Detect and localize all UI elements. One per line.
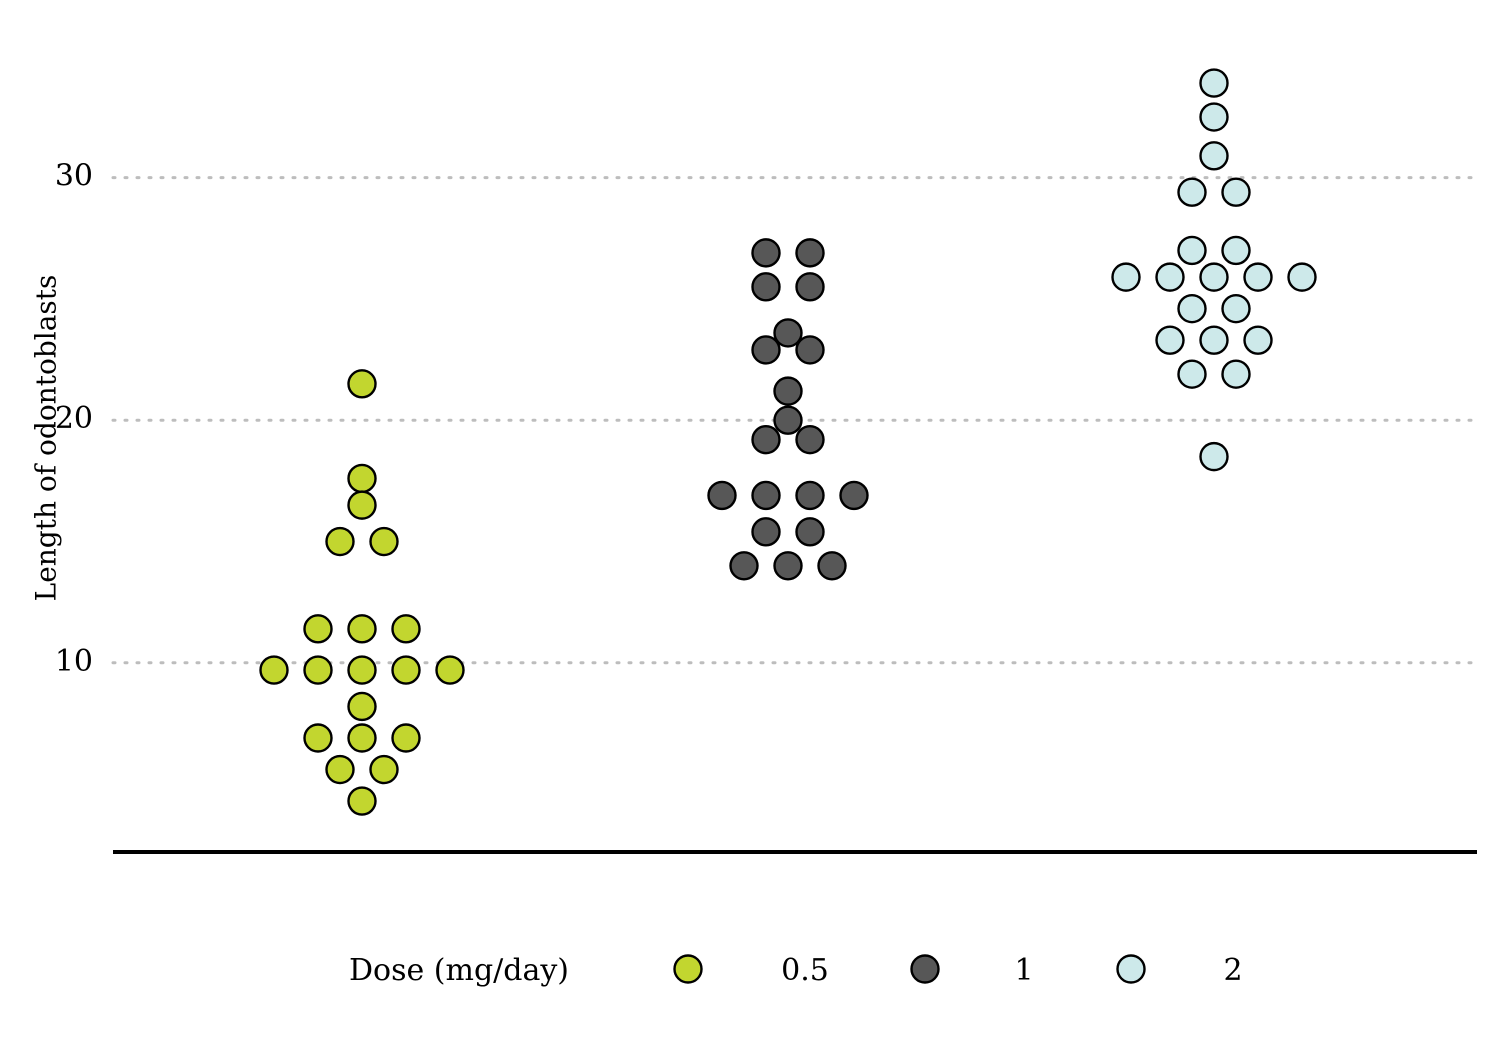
data-point	[369, 754, 399, 785]
legend-label: 2	[1223, 953, 1242, 988]
data-point	[1155, 325, 1185, 355]
y-tick-label: 20	[55, 401, 93, 436]
legend-key-2	[1116, 954, 1146, 984]
legend-title: Dose (mg/day)	[349, 953, 569, 988]
data-point	[1199, 141, 1229, 171]
data-point	[1221, 235, 1251, 266]
data-point	[303, 723, 333, 753]
data-points	[259, 68, 1317, 816]
data-point	[347, 490, 377, 520]
data-point	[1243, 262, 1273, 292]
data-point	[1155, 262, 1185, 292]
series-2-dots	[1111, 68, 1317, 472]
data-point	[751, 424, 781, 455]
data-point	[391, 655, 421, 685]
data-point	[751, 480, 781, 511]
series-0.5-dots	[259, 369, 465, 816]
data-point	[751, 335, 781, 365]
data-point	[795, 424, 825, 455]
data-point	[795, 335, 825, 365]
data-point	[795, 480, 825, 511]
data-point	[729, 551, 759, 581]
data-point	[1177, 235, 1207, 266]
data-point	[1177, 177, 1207, 207]
data-point	[1199, 441, 1229, 472]
data-point	[773, 318, 803, 348]
data-point	[773, 405, 803, 435]
data-point	[1243, 325, 1273, 355]
data-point	[795, 517, 825, 547]
y-axis-tick-labels: 10 20 30	[55, 159, 93, 679]
data-point	[1199, 102, 1229, 132]
data-point	[347, 655, 377, 685]
legend-items: 0.5 1 2	[673, 953, 1243, 988]
data-point	[1221, 359, 1251, 389]
data-point	[795, 272, 825, 302]
legend-key-1	[910, 954, 940, 984]
data-point	[303, 614, 333, 644]
data-point	[1177, 359, 1207, 389]
y-tick-label: 10	[55, 644, 93, 679]
data-point	[391, 614, 421, 644]
data-point	[773, 376, 803, 406]
legend: Dose (mg/day) 0.5 1 2	[349, 953, 1243, 988]
data-point	[391, 723, 421, 753]
data-point	[347, 614, 377, 644]
data-point	[347, 463, 377, 494]
data-point	[347, 786, 377, 816]
data-point	[369, 526, 399, 557]
data-point	[751, 517, 781, 547]
gridlines	[111, 176, 1479, 665]
data-point	[1199, 262, 1229, 292]
data-point	[347, 369, 377, 399]
y-axis-title: Length of odontoblasts	[30, 275, 63, 602]
data-point	[817, 551, 847, 581]
data-point	[1287, 262, 1317, 292]
data-point	[1199, 68, 1229, 98]
data-point	[259, 655, 289, 685]
y-tick-label: 30	[55, 159, 93, 194]
data-point	[795, 238, 825, 268]
legend-label: 1	[1014, 953, 1033, 988]
data-point	[325, 526, 355, 557]
data-point	[707, 480, 737, 511]
data-point	[1221, 293, 1251, 324]
legend-key-0.5	[673, 954, 703, 984]
data-point	[1199, 325, 1229, 355]
data-point	[347, 723, 377, 753]
data-point	[1177, 293, 1207, 324]
data-point	[1111, 262, 1141, 292]
data-point	[839, 480, 869, 511]
data-point	[325, 754, 355, 785]
data-point	[435, 655, 465, 685]
series-1-dots	[707, 238, 869, 581]
data-point	[751, 272, 781, 302]
data-point	[773, 551, 803, 581]
legend-label: 0.5	[781, 953, 829, 988]
data-point	[1221, 177, 1251, 207]
data-point	[751, 238, 781, 268]
data-point	[303, 655, 333, 685]
data-point	[347, 691, 377, 722]
